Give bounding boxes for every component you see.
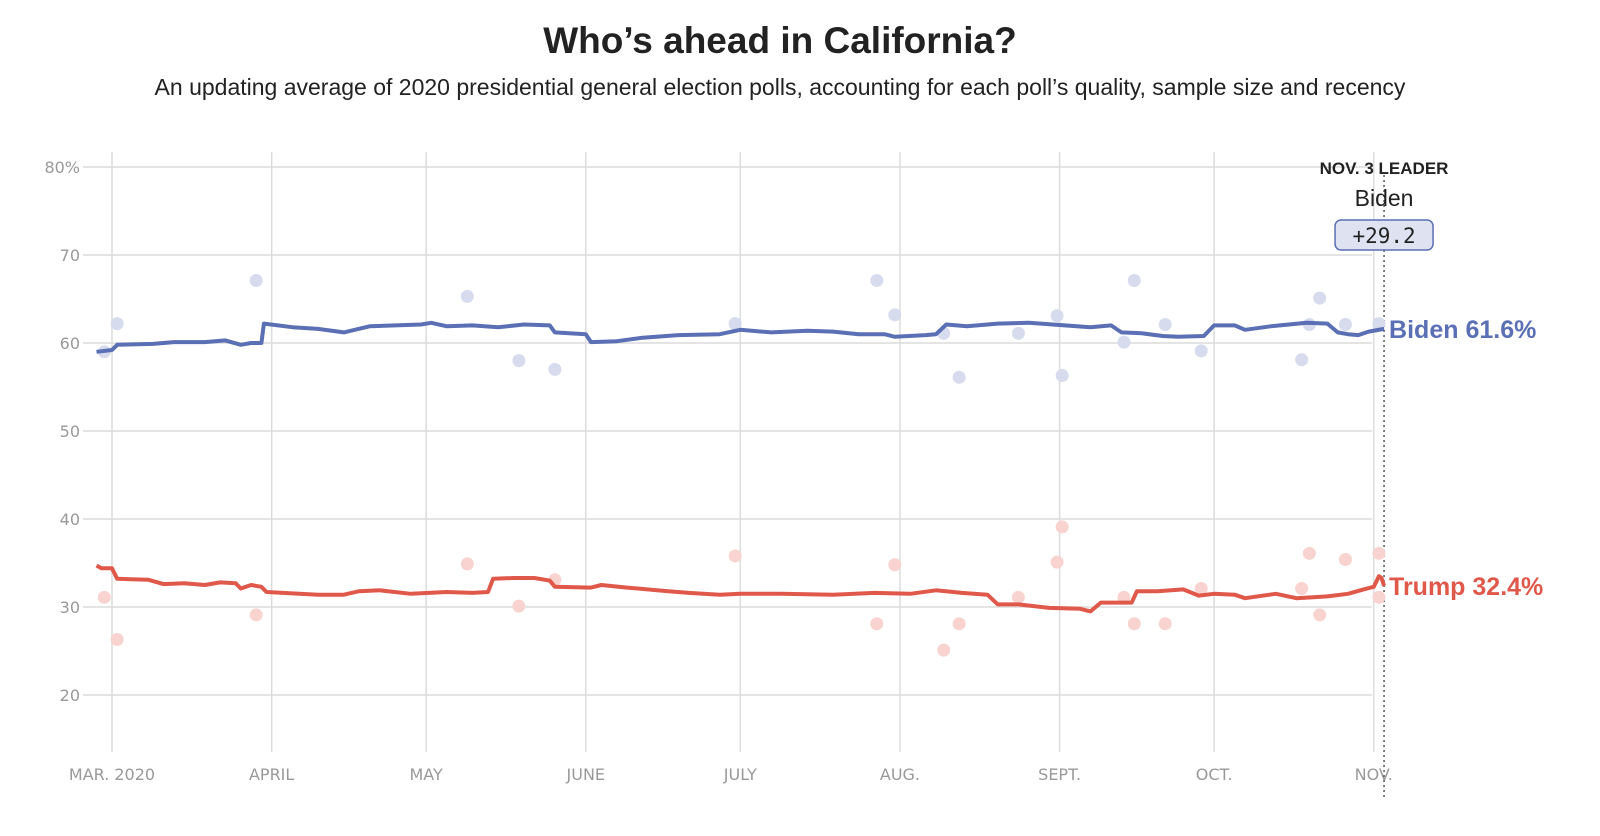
biden-poll-dot bbox=[1055, 369, 1069, 383]
x-tick-label: NOV. bbox=[1355, 765, 1393, 784]
biden-poll-dot bbox=[952, 370, 966, 384]
biden-poll-dot bbox=[888, 308, 902, 322]
biden-poll-dot bbox=[1117, 335, 1131, 349]
trump-poll-dot bbox=[870, 617, 884, 631]
biden-end-label: Biden 61.6% bbox=[1389, 316, 1536, 344]
x-tick-label: JULY bbox=[723, 765, 757, 784]
trump-poll-dot bbox=[728, 549, 742, 563]
trump-poll-dot bbox=[1295, 582, 1309, 596]
y-tick-label: 60 bbox=[60, 334, 80, 353]
trump-poll-dot bbox=[1372, 590, 1386, 604]
trump-poll-dot bbox=[1313, 608, 1327, 622]
x-tick-label: APRIL bbox=[249, 765, 294, 784]
biden-poll-dot bbox=[110, 317, 124, 331]
y-tick-label: 50 bbox=[60, 422, 80, 441]
leader-heading: NOV. 3 LEADER bbox=[1320, 159, 1449, 178]
chart-subtitle: An updating average of 2020 presidential… bbox=[154, 74, 1406, 100]
leader-margin: +29.2 bbox=[1352, 224, 1415, 248]
biden-poll-dot bbox=[1158, 318, 1172, 332]
trump-poll-dot bbox=[888, 558, 902, 572]
x-tick-label: MAR. 2020 bbox=[69, 765, 155, 784]
biden-poll-dot bbox=[1011, 326, 1025, 340]
biden-poll-dot bbox=[1313, 291, 1327, 305]
trump-poll-dot bbox=[1302, 546, 1316, 560]
trump-poll-dot bbox=[460, 557, 474, 571]
biden-poll-dot bbox=[870, 274, 884, 288]
trump-poll-dot bbox=[1194, 582, 1208, 596]
trump-poll-dot bbox=[1055, 520, 1069, 534]
trump-poll-dot bbox=[1011, 590, 1025, 604]
biden-average-line bbox=[96, 320, 1385, 354]
y-tick-label: 20 bbox=[60, 686, 80, 705]
trump-poll-dot bbox=[249, 608, 263, 622]
trump-poll-dot bbox=[937, 643, 951, 657]
trump-poll-dot bbox=[1127, 617, 1141, 631]
y-tick-label: 70 bbox=[60, 246, 80, 265]
x-tick-label: SEPT. bbox=[1038, 765, 1081, 784]
biden-poll-dot bbox=[548, 362, 562, 376]
trump-poll-dot bbox=[952, 617, 966, 631]
x-tick-label: OCT. bbox=[1196, 765, 1233, 784]
biden-poll-dot bbox=[1338, 318, 1352, 332]
trump-end-label: Trump 32.4% bbox=[1389, 573, 1543, 601]
x-tick-label: JUNE bbox=[566, 765, 606, 784]
biden-poll-dot bbox=[1194, 344, 1208, 358]
trump-poll-dot bbox=[1117, 590, 1131, 604]
biden-poll-dot bbox=[728, 317, 742, 331]
x-tick-label: AUG. bbox=[880, 765, 920, 784]
leader-margin-badge bbox=[1334, 219, 1434, 251]
biden-poll-dot bbox=[1127, 274, 1141, 288]
trump-poll-dot bbox=[97, 590, 111, 604]
y-tick-label: 80% bbox=[44, 158, 80, 177]
biden-poll-dot bbox=[512, 354, 526, 368]
trump-poll-dot bbox=[1372, 546, 1386, 560]
biden-poll-dot bbox=[460, 289, 474, 303]
biden-poll-dot bbox=[1295, 353, 1309, 367]
biden-poll-dot bbox=[1050, 309, 1064, 323]
trump-poll-dot bbox=[1050, 555, 1064, 569]
y-tick-label: 40 bbox=[60, 510, 80, 529]
trump-average-line bbox=[95, 563, 1386, 614]
chart-title: Who’s ahead in California? bbox=[543, 20, 1017, 61]
leader-name: Biden bbox=[1355, 185, 1414, 211]
biden-poll-dot bbox=[1372, 317, 1386, 331]
x-tick-label: MAY bbox=[410, 765, 444, 784]
biden-poll-dot bbox=[249, 274, 263, 288]
trump-poll-dot bbox=[512, 599, 526, 613]
trump-poll-dot bbox=[110, 633, 124, 647]
y-tick-label: 30 bbox=[60, 598, 80, 617]
trump-poll-dot bbox=[1338, 552, 1352, 566]
trump-poll-dot bbox=[1158, 617, 1172, 631]
